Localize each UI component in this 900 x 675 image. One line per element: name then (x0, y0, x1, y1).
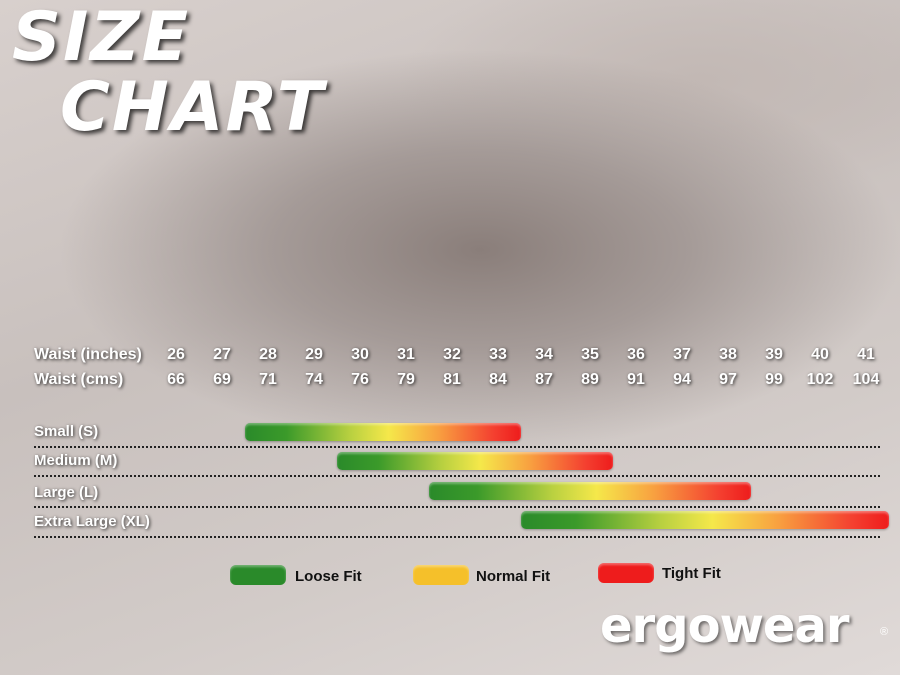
cm-value: 99 (765, 371, 783, 388)
cm-value: 81 (443, 371, 461, 388)
divider (34, 475, 880, 477)
inch-value: 39 (765, 346, 783, 363)
size-label-medium: Medium (M) (34, 452, 118, 469)
inch-value: 28 (259, 346, 277, 363)
legend-loose-fit: Loose Fit (295, 568, 362, 585)
inch-value: 29 (305, 346, 323, 363)
cm-value: 91 (627, 371, 645, 388)
fit-range-bar-small (245, 423, 521, 441)
inch-value: 30 (351, 346, 369, 363)
inch-value: 35 (581, 346, 599, 363)
legend-swatch-tight (598, 563, 654, 583)
divider (34, 446, 880, 448)
size-label-xl: Extra Large (XL) (34, 513, 150, 530)
inch-value: 31 (397, 346, 415, 363)
cm-value: 74 (305, 371, 323, 388)
divider (34, 536, 880, 538)
cm-value: 94 (673, 371, 691, 388)
inch-value: 34 (535, 346, 553, 363)
row-label-cms: Waist (cms) (34, 371, 124, 388)
title-chart: CHART (60, 68, 326, 147)
inch-value: 36 (627, 346, 645, 363)
inch-value: 32 (443, 346, 461, 363)
inch-value: 41 (857, 346, 875, 363)
row-label-inches: Waist (inches) (34, 346, 142, 363)
inch-value: 26 (167, 346, 185, 363)
inch-value: 37 (673, 346, 691, 363)
size-label-large: Large (L) (34, 484, 99, 501)
size-label-small: Small (S) (34, 423, 99, 440)
fit-range-bar-xl (521, 511, 889, 529)
cm-value: 76 (351, 371, 369, 388)
inch-value: 40 (811, 346, 829, 363)
cm-value: 104 (852, 371, 880, 388)
inch-value: 27 (213, 346, 231, 363)
cm-value: 89 (581, 371, 599, 388)
divider (34, 506, 880, 508)
fit-range-bar-large (429, 482, 751, 500)
cm-value: 71 (259, 371, 277, 388)
legend-normal-fit: Normal Fit (476, 568, 551, 585)
inch-value: 33 (489, 346, 507, 363)
cm-value: 66 (167, 371, 185, 388)
title-size: SIZE (12, 0, 191, 77)
ergowear-logo: ergowear (600, 598, 850, 654)
registered-mark: ® (880, 626, 889, 638)
inch-value: 38 (719, 346, 737, 363)
cm-value: 97 (719, 371, 737, 388)
legend-swatch-loose (230, 565, 286, 585)
cm-value: 102 (806, 371, 834, 388)
cm-value: 79 (397, 371, 415, 388)
fit-range-bar-medium (337, 452, 613, 470)
cm-value: 69 (213, 371, 231, 388)
legend-tight-fit: Tight Fit (662, 565, 721, 582)
cm-value: 87 (535, 371, 553, 388)
cm-value: 84 (489, 371, 507, 388)
legend-swatch-normal (413, 565, 469, 585)
